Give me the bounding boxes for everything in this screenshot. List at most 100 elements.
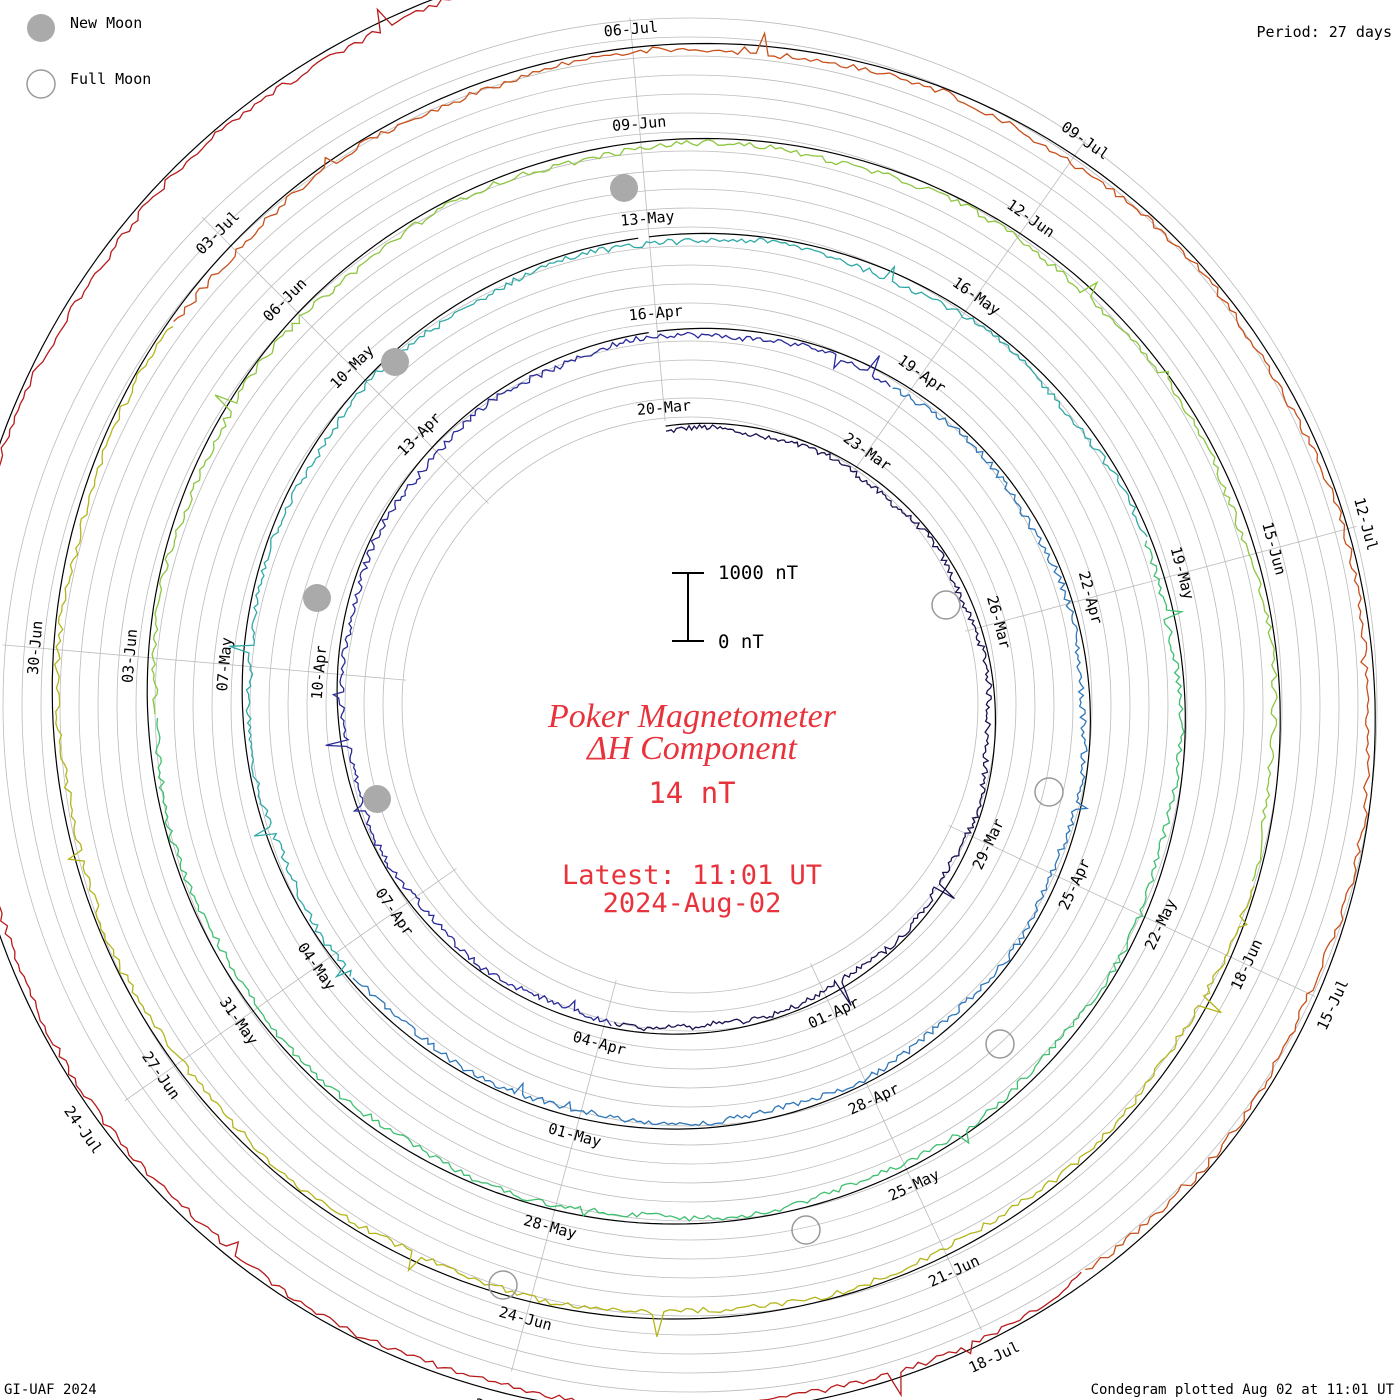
full-moon-icon (488, 1270, 518, 1300)
grid-ring (2, 17, 1378, 1393)
date-label: 20-Mar (636, 396, 692, 419)
date-label: 22-Apr (1075, 569, 1106, 626)
date-label: 10-Apr (308, 645, 331, 701)
date-label: 28-May (522, 1211, 579, 1242)
series-trace-7 (54, 325, 1255, 1337)
date-label: 25-May (886, 1165, 943, 1204)
full-moon-legend-icon (26, 69, 56, 99)
series-trace-9 (0, 0, 1082, 1400)
grid-ring (116, 131, 1264, 1279)
grid-ring (268, 283, 1112, 1127)
date-label: 25-Apr (1055, 856, 1094, 913)
grid-ring (382, 397, 998, 1013)
footer-credit: GI-UAF 2024 (4, 1382, 97, 1398)
date-label: 30-Jun (24, 620, 47, 676)
series-trace-8 (173, 30, 1371, 1271)
chart-subtitle: ΔH Component (585, 730, 798, 767)
radial-spoke (853, 139, 1087, 472)
date-label: 12-Jul (1350, 495, 1381, 552)
date-label: 23-Mar (840, 429, 895, 475)
grid-ring (363, 378, 1017, 1032)
date-label: 13-May (620, 207, 676, 230)
radial-spoke (201, 216, 489, 504)
new-moon-icon (610, 174, 638, 202)
grid-ring (287, 302, 1093, 1108)
grid-ring (78, 93, 1302, 1317)
new-moon-icon (381, 348, 409, 376)
date-label: 01-May (546, 1119, 603, 1150)
rotation-baseline (51, 46, 1281, 1320)
radial-spoke (965, 526, 1357, 632)
full-moon-icon (985, 1029, 1015, 1059)
date-label: 22-May (1141, 896, 1180, 953)
radial-spoke (124, 868, 457, 1102)
radial-spoke (810, 963, 982, 1331)
date-label: 16-May (949, 273, 1004, 319)
latest-date: 2024-Aug-02 (603, 888, 782, 919)
date-label: 07-Apr (371, 885, 417, 940)
grid-ring (211, 226, 1169, 1184)
grid-ring (21, 36, 1359, 1374)
radial-spoke (511, 980, 617, 1372)
new-moon-icon (363, 785, 391, 813)
grid-ring (401, 416, 979, 994)
grid-ring (192, 207, 1188, 1203)
radial-spoke (629, 17, 666, 422)
series-trace-2 (325, 331, 891, 1027)
series-trace-4 (229, 237, 1148, 979)
date-label: 04-May (294, 939, 340, 994)
grid-ring (97, 112, 1283, 1298)
date-label: 26-Mar (983, 594, 1014, 651)
chart-title: Poker Magnetometer (547, 698, 837, 735)
date-label: 06-Jul (603, 18, 659, 41)
date-label: 21-Jun (926, 1252, 983, 1291)
rotation-baseline (336, 332, 996, 1035)
scale-bar: 1000 nT 0 nT (672, 562, 798, 653)
new-moon-legend-label: New Moon (70, 14, 142, 32)
new-moon-legend-icon (27, 14, 55, 42)
grid-ring (230, 245, 1150, 1165)
grid-ring (325, 340, 1055, 1070)
period-label: Period: 27 days (1257, 23, 1392, 41)
date-label: 29-Mar (969, 816, 1008, 873)
date-label: 27-Jun (138, 1048, 184, 1103)
data-traces (0, 0, 1371, 1400)
scale-bar-top-label: 1000 nT (718, 562, 798, 584)
new-moon-icon (303, 584, 331, 612)
moon-markers (303, 174, 1064, 1300)
full-moon-icon (931, 590, 961, 620)
date-label: 03-Jun (118, 628, 141, 684)
grid-ring (135, 150, 1245, 1260)
date-label: 15-Jun (1258, 520, 1289, 577)
current-value: 14 nT (648, 776, 735, 810)
full-moon-legend-label: Full Moon (70, 70, 151, 88)
grid-ring (154, 169, 1226, 1241)
radial-spoke (948, 825, 1316, 997)
full-moon-icon (1034, 777, 1064, 807)
grid-ring (249, 264, 1131, 1146)
series-trace-5 (155, 540, 1185, 1222)
date-label: 24-Jun (497, 1303, 554, 1334)
date-label: 19-Apr (894, 351, 949, 397)
date-label: 04-Apr (571, 1028, 628, 1059)
grid-rings (2, 17, 1378, 1393)
series-trace-6 (151, 139, 1278, 882)
radial-spoke (2, 644, 407, 681)
date-label: 12-Jun (1003, 195, 1058, 241)
scale-bar-bottom-label: 0 nT (718, 631, 764, 653)
full-moon-icon (791, 1215, 821, 1245)
rotation-baseline (241, 237, 1092, 1130)
series-trace-1 (613, 423, 993, 1032)
date-label: 18-Jul (966, 1338, 1023, 1377)
latest-time: Latest: 11:01 UT (562, 860, 822, 891)
radial-spokes (2, 17, 1357, 1372)
date-label: 28-Apr (845, 1079, 902, 1118)
footer-plotted: Condegram plotted Aug 02 at 11:01 UT (1091, 1382, 1395, 1398)
date-label: 19-May (1167, 545, 1198, 602)
grid-ring (344, 359, 1036, 1051)
grid-ring (40, 55, 1340, 1355)
date-label: 15-Jul (1313, 976, 1352, 1033)
